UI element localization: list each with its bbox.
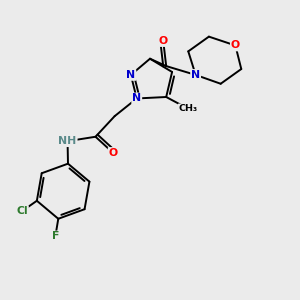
- Text: N: N: [126, 70, 135, 80]
- Text: F: F: [52, 231, 59, 242]
- Text: O: O: [109, 148, 118, 158]
- Text: N: N: [132, 94, 141, 103]
- Text: O: O: [231, 40, 240, 50]
- Text: NH: NH: [58, 136, 77, 146]
- Text: Cl: Cl: [16, 206, 28, 216]
- Text: CH₃: CH₃: [179, 104, 198, 113]
- Text: N: N: [191, 70, 200, 80]
- Text: O: O: [159, 36, 168, 46]
